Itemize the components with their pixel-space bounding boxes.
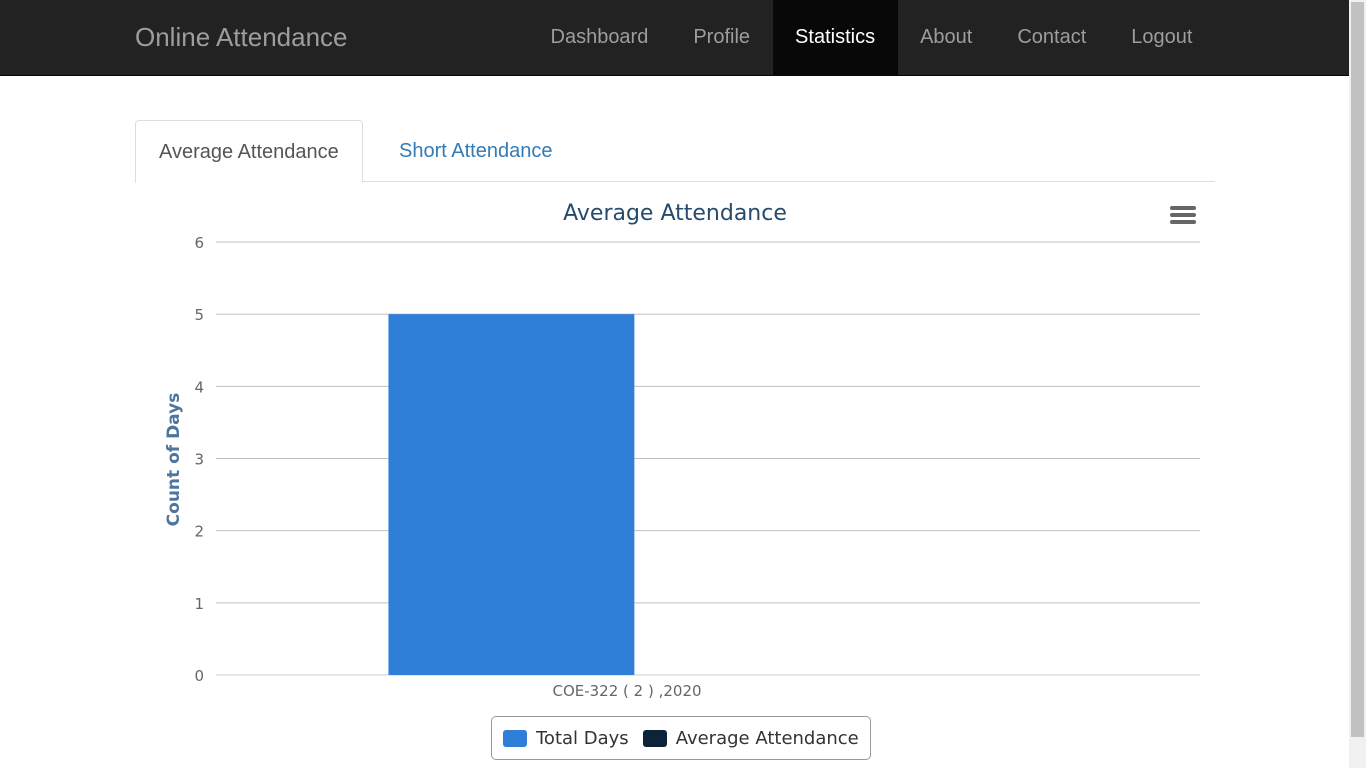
x-tick-label: COE-322 ( 2 ) ,2020 — [552, 682, 701, 700]
nav-about[interactable]: About — [920, 26, 973, 48]
bar-total-days[interactable] — [388, 314, 635, 675]
nav-logout[interactable]: Logout — [1131, 26, 1193, 48]
y-axis-label: Count of Days — [164, 393, 184, 527]
legend-swatch — [503, 729, 527, 747]
y-tick-label: 6 — [194, 234, 204, 252]
top-navbar: Online Attendance Dashboard Profile Stat… — [0, 0, 1349, 76]
legend-label: Total Days — [536, 727, 629, 749]
y-tick-label: 1 — [194, 595, 204, 613]
attendance-chart: Average Attendance 0 1 2 3 4 5 6 Count of Days CO… — [135, 182, 1215, 768]
y-tick-label: 3 — [194, 451, 204, 469]
y-tick-label: 5 — [194, 306, 204, 324]
hamburger-menu-icon[interactable] — [1169, 204, 1197, 228]
y-tick-label: 0 — [194, 667, 204, 685]
chart-legend: Total Days Average Attendance — [491, 716, 871, 760]
nav-contact[interactable]: Contact — [1017, 26, 1087, 48]
nav-statistics[interactable]: Statistics — [772, 0, 898, 75]
y-tick-label: 4 — [194, 378, 204, 396]
legend-item-total-days[interactable]: Total Days — [503, 728, 629, 749]
brand-title[interactable]: Online Attendance — [135, 22, 348, 52]
vertical-scrollbar[interactable] — [1349, 0, 1366, 768]
scrollbar-thumb[interactable] — [1351, 2, 1364, 737]
tab-average-attendance[interactable]: Average Attendance — [135, 120, 363, 183]
y-tick-label: 2 — [194, 523, 204, 541]
attendance-tabs: Average Attendance Short Attendance — [135, 120, 1215, 183]
nav-menu: Dashboard Profile Statistics About Conta… — [528, 0, 1215, 75]
legend-item-average-attendance[interactable]: Average Attendance — [642, 727, 859, 749]
chart-canvas: Average Attendance 0 1 2 3 4 5 6 Count of Days CO… — [164, 201, 1200, 700]
chart-title: Average Attendance — [563, 201, 787, 226]
nav-profile[interactable]: Profile — [693, 26, 751, 48]
nav-dashboard[interactable]: Dashboard — [550, 26, 649, 48]
legend-label: Average Attendance — [675, 727, 859, 749]
tab-short-attendance[interactable]: Short Attendance — [399, 140, 553, 162]
legend-swatch — [642, 729, 667, 747]
